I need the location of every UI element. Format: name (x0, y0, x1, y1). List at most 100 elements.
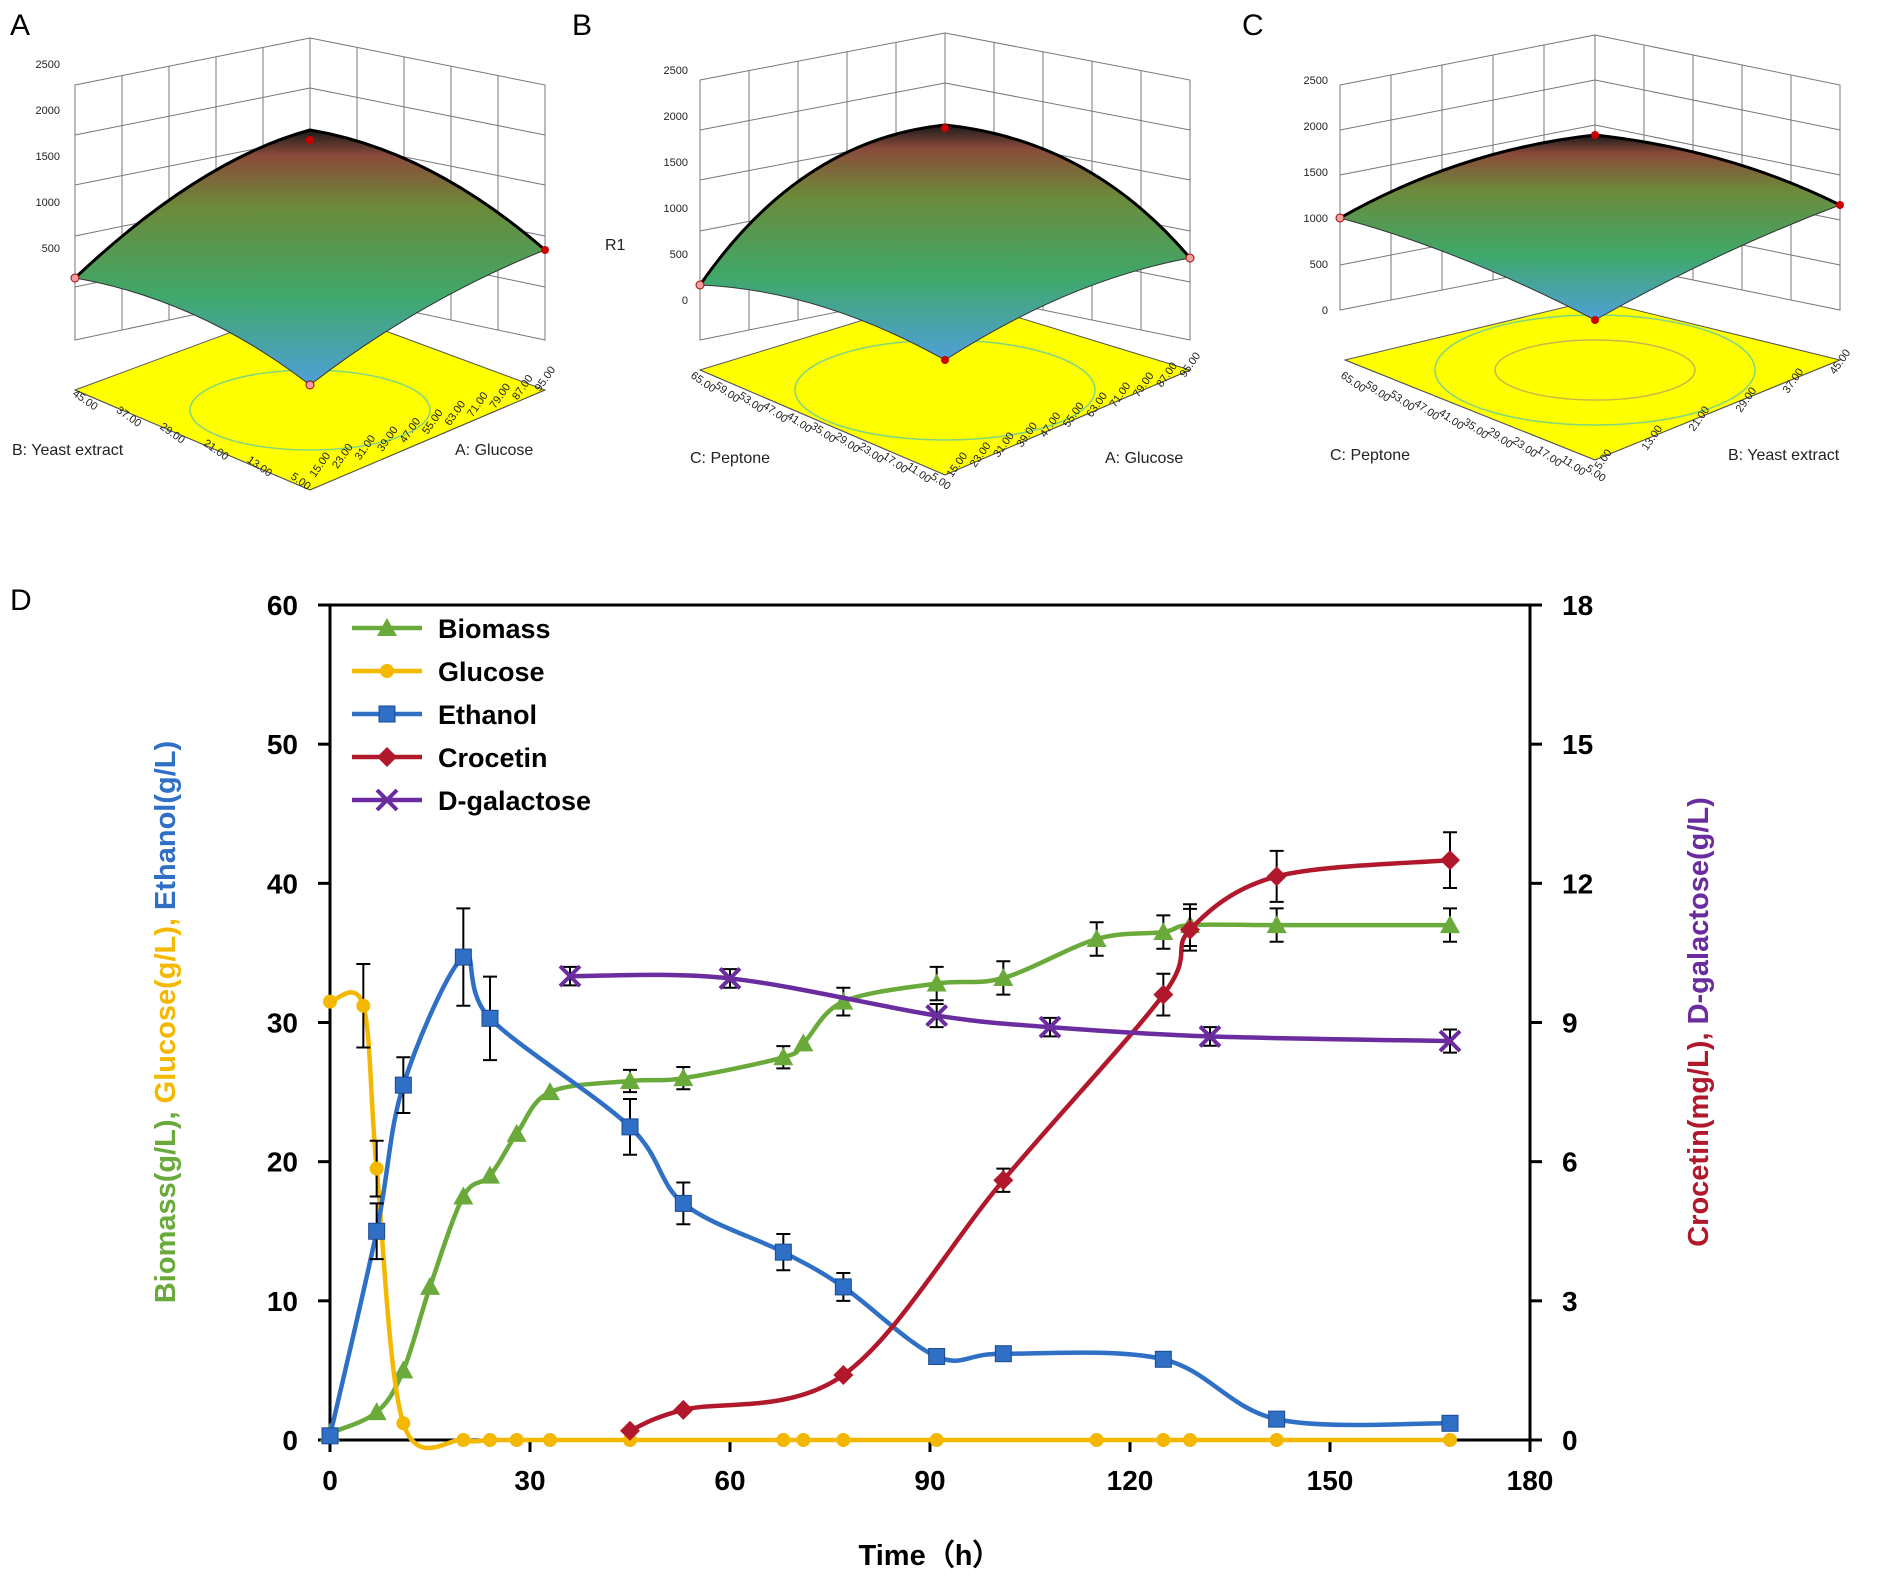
axis-label-glucose: A: Glucose (455, 442, 533, 459)
axis-title-part: D-galactose(g/L) (1683, 797, 1715, 1032)
data-point-crocetin (673, 1399, 694, 1420)
y-tick-label-left: 30 (267, 1008, 298, 1039)
data-point-biomass (420, 1276, 440, 1295)
data-point-biomass (1086, 929, 1107, 947)
data-point-ethanol (621, 1118, 639, 1136)
y-tick-label-right: 3 (1562, 1286, 1578, 1317)
data-point-biomass (673, 1068, 694, 1087)
axis-label-peptone: C: Peptone (690, 450, 770, 467)
data-point-crocetin (620, 1420, 640, 1441)
data-point-ethanol (1154, 1350, 1172, 1368)
legend-item-d-galactose: D-galactose (352, 786, 591, 816)
data-point-crocetin (1180, 919, 1200, 940)
x-tick-label: 90 (914, 1465, 945, 1496)
panel-letter-c: C (1242, 9, 1264, 42)
axis-title-part: Ethanol(g/L) (150, 741, 182, 918)
series-line-crocetin (629, 857, 1451, 1433)
legend-marker (378, 705, 396, 723)
legend-marker (380, 664, 394, 678)
series-glucose (323, 963, 1457, 1451)
data-point-ethanol (928, 1348, 946, 1365)
left-axis-tick-label: 41.00 (1436, 407, 1465, 433)
cross-stroke (1198, 1025, 1222, 1048)
data-point-d-galactose (1038, 1015, 1062, 1039)
series-crocetin (620, 831, 1460, 1441)
data-point-biomass (393, 1360, 414, 1379)
z-tick-label: 500 (1310, 259, 1328, 271)
left-axis-tick-label: 11.00 (1559, 453, 1588, 478)
left-axis-tick-label: 53.00 (1387, 388, 1416, 414)
left-axis-tick-label: 59.00 (1363, 379, 1392, 405)
z-tick-label: 2500 (36, 59, 60, 71)
data-point-ethanol (1268, 1410, 1286, 1428)
axis-title-part: Crocetin(mg/L), (1683, 1032, 1715, 1246)
z-tick-label: 0 (682, 295, 688, 307)
z-tick-label: 1500 (1304, 167, 1328, 179)
z-tick-label: 1000 (36, 197, 60, 209)
panel-letter-b: B (572, 9, 592, 42)
data-point-biomass (540, 1082, 560, 1101)
data-point-glucose (1183, 1433, 1197, 1447)
x-tick-label: 120 (1107, 1465, 1154, 1496)
y-tick-label-right: 12 (1562, 868, 1593, 899)
legend-marker (375, 788, 399, 812)
x-tick-label: 60 (714, 1465, 745, 1496)
data-point-biomass (1440, 915, 1460, 934)
right-axis-tick-label: 95.00 (1178, 350, 1204, 379)
data-point-biomass (506, 1123, 527, 1142)
data-point-glucose (1156, 1433, 1171, 1447)
data-point-crocetin (1266, 866, 1287, 887)
data-point-biomass (993, 967, 1014, 986)
yellow-floor (1343, 299, 1842, 461)
data-point-ethanol (994, 1345, 1012, 1363)
right-axis-tick-label: 95.00 (533, 364, 559, 393)
surface-plot-c: 2500 2000 1500 1000 500 0 65.0059.0053.0047.0… (1304, 34, 1853, 485)
data-point-ethanol (1441, 1414, 1459, 1432)
data-point-glucose (323, 994, 337, 1009)
data-point-biomass (793, 1033, 814, 1052)
legend-label: D-galactose (438, 786, 591, 816)
data-point-biomass (480, 1165, 500, 1184)
y-axis-title-right: Crocetin(mg/L), D-galactose(g/L) (1683, 797, 1715, 1247)
axis-label-yeast-extract: B: Yeast extract (1728, 447, 1840, 464)
left-axis-tick-label: 65.00 (1338, 370, 1367, 396)
data-point-glucose (483, 1433, 497, 1447)
data-point-d-galactose (1438, 1029, 1462, 1053)
z-tick-label: 1000 (664, 203, 688, 215)
series-line-glucose (329, 990, 1450, 1451)
x-tick-label: 150 (1307, 1465, 1354, 1496)
contour-ellipse (1494, 339, 1696, 401)
legend-marker (377, 618, 397, 636)
data-point-crocetin (833, 1365, 854, 1386)
z-tick-label: 500 (670, 249, 688, 261)
series-line-ethanol (327, 953, 1451, 1437)
y-tick-label-left: 20 (267, 1147, 298, 1178)
data-point-crocetin (1153, 984, 1174, 1005)
z-tick-label: 2000 (36, 105, 60, 117)
series-line-d-galactose (569, 972, 1451, 1044)
legend-item-ethanol: Ethanol (352, 700, 537, 730)
cross-stroke (375, 788, 399, 812)
data-point-glucose (369, 1161, 384, 1176)
data-point-ethanol (454, 948, 472, 966)
data-point-glucose (776, 1433, 791, 1447)
data-point-biomass (1266, 915, 1287, 934)
data-point-biomass (453, 1186, 474, 1205)
data-point-glucose (456, 1433, 471, 1447)
data-point-ethanol (834, 1278, 852, 1296)
data-point-d-galactose (558, 964, 582, 988)
legend-label: Crocetin (438, 743, 548, 773)
data-point-ethanol (368, 1222, 386, 1240)
legend-marker (377, 747, 397, 767)
y-tick-label-left: 10 (267, 1286, 298, 1317)
data-point-d-galactose (925, 1004, 949, 1027)
y-tick-label-right: 0 (1562, 1425, 1578, 1456)
data-point-crocetin (993, 1170, 1014, 1191)
data-point-d-galactose (718, 967, 742, 990)
y-tick-label-left: 50 (267, 729, 298, 760)
legend-item-biomass: Biomass (352, 614, 551, 644)
z-tick-label: 1500 (36, 151, 60, 163)
axis-label-glucose: A: Glucose (1105, 450, 1183, 467)
